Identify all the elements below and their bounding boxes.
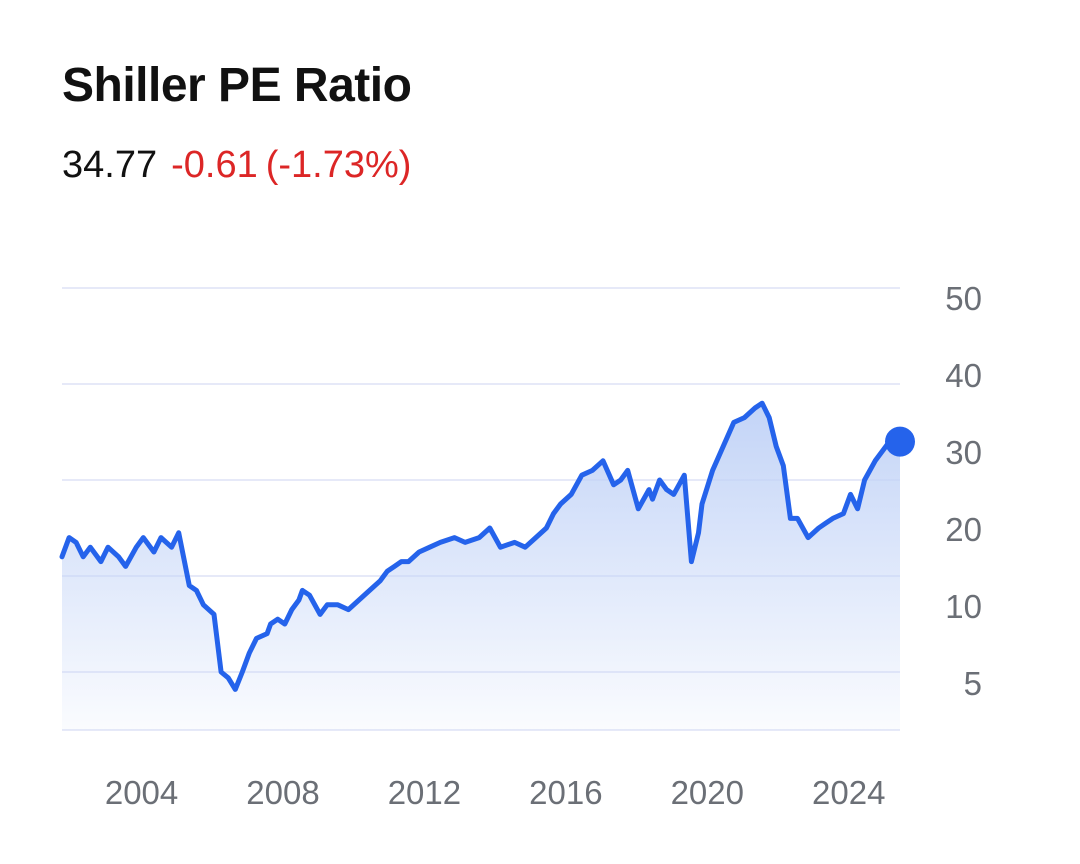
y-tick-20: 20 [945, 511, 982, 548]
page-title: Shiller PE Ratio [62, 59, 412, 112]
x-tick-2012: 2012 [388, 774, 461, 811]
y-tick-50: 50 [945, 280, 982, 317]
x-tick-2024: 2024 [812, 774, 885, 811]
pe-ratio-line [59, 400, 903, 692]
y-tick-30: 30 [945, 434, 982, 471]
change-value: -0.61 [171, 144, 258, 186]
x-tick-2008: 2008 [246, 774, 319, 811]
current-value: 34.77 [62, 144, 158, 186]
change-percent: (-1.73%) [265, 144, 412, 186]
x-tick-2016: 2016 [529, 774, 602, 811]
y-tick-5: 5 [964, 665, 982, 702]
latest-value-marker[interactable] [885, 426, 915, 457]
x-tick-2004: 2004 [105, 774, 178, 811]
quote-row: 34.77 -0.61 (-1.73%) [62, 143, 411, 189]
x-tick-2020: 2020 [671, 774, 744, 811]
y-axis-labels: 5 10 20 30 40 50 [945, 280, 982, 702]
y-tick-10: 10 [945, 588, 982, 625]
y-tick-40: 40 [945, 357, 982, 394]
x-axis-labels: 2004 2008 2012 2016 2020 2024 [105, 774, 886, 811]
area-fill [62, 403, 900, 730]
